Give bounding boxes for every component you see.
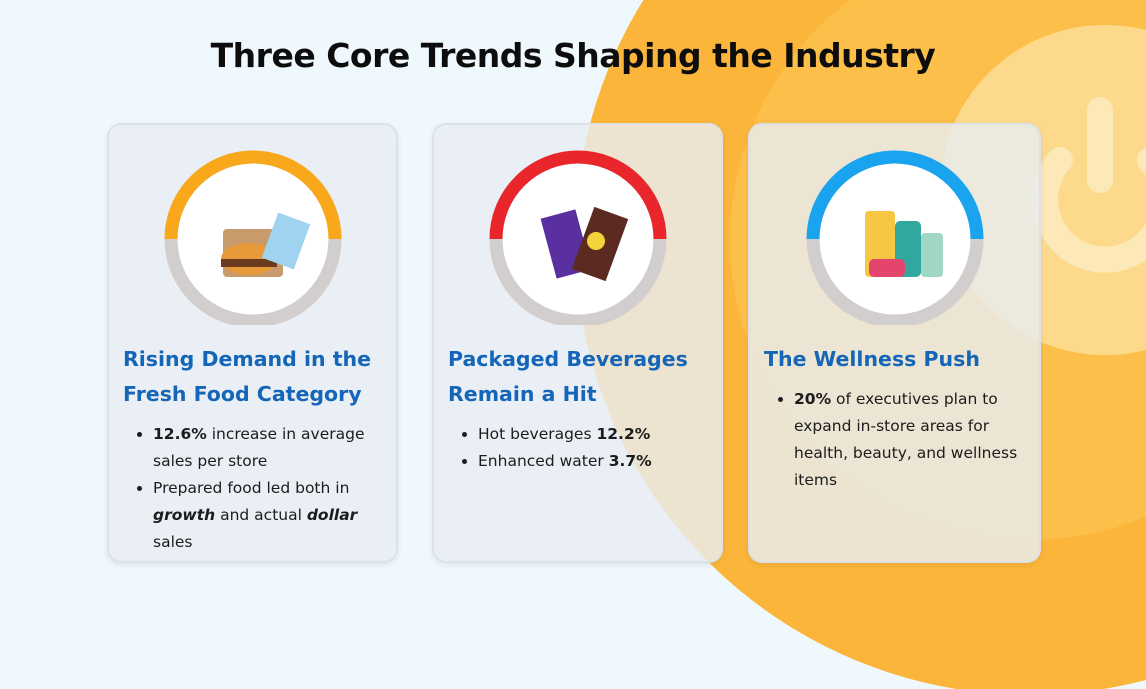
bullet-text: 3.7% <box>608 452 652 470</box>
bullet-list: 20% of executives plan to expand in-stor… <box>772 386 1025 494</box>
bullet-list: Hot beverages 12.2%Enhanced water 3.7% <box>456 421 707 475</box>
bullet-text: Prepared food led both in <box>153 479 350 497</box>
bullet-text: dollar <box>306 506 358 524</box>
ring-arc <box>806 150 983 240</box>
ring-arc <box>489 150 666 240</box>
icon-shape <box>261 212 310 270</box>
icon <box>489 150 666 325</box>
bullet-text: Hot beverages <box>478 425 597 443</box>
bullet-text: 20% <box>794 390 832 408</box>
icon-shape <box>868 259 905 277</box>
bullet-text: increase in average sales per store <box>153 425 365 470</box>
bullet-text: of executives plan to expand in-store ar… <box>794 390 1018 489</box>
icon-shape <box>220 259 277 267</box>
icon <box>164 150 341 325</box>
bullet-text: 12.6% <box>153 425 207 443</box>
icon <box>806 150 983 325</box>
bullet: 20% of executives plan to expand in-stor… <box>794 386 1025 494</box>
bullet-text: sales <box>153 533 193 551</box>
card-heading: Rising Demand in the Fresh Food Category <box>123 347 372 406</box>
card-heading: Packaged Beverages Remain a Hit <box>448 347 688 406</box>
power-icon <box>1032 147 1146 273</box>
bullet-text: growth <box>153 506 216 524</box>
bullet: Prepared food led both in growth and act… <box>153 475 382 556</box>
icon-shape <box>586 232 605 250</box>
bullet-text: and actual <box>215 506 307 524</box>
trend-card: The Wellness Push 20% of executives plan … <box>748 123 1041 563</box>
icon-shape <box>920 233 943 277</box>
bullet-text: 12.2% <box>596 425 651 443</box>
bullet-text: Enhanced water <box>478 452 609 470</box>
card-heading: The Wellness Push <box>764 347 980 371</box>
trend-card: Packaged Beverages Remain a Hit Hot bever… <box>432 123 723 563</box>
title: Three Core Trends Shaping the Industry <box>210 36 936 75</box>
bullet: 12.6% increase in average sales per stor… <box>153 421 382 475</box>
trend-card: Rising Demand in the Fresh Food Category… <box>107 123 398 563</box>
bullet: Hot beverages 12.2% <box>478 421 707 448</box>
ring-arc <box>164 150 341 240</box>
bullet-list: 12.6% increase in average sales per stor… <box>131 421 382 556</box>
bullet: Enhanced water 3.7% <box>478 448 707 475</box>
